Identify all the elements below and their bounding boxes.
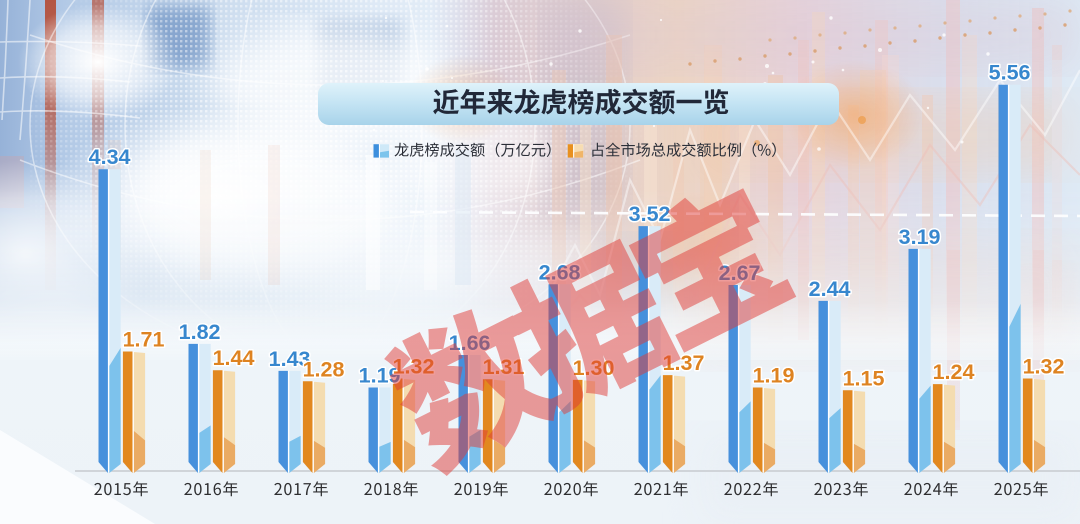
svg-text:1.43: 1.43	[269, 347, 311, 371]
svg-text:1.32: 1.32	[1023, 355, 1065, 379]
svg-text:1.82: 1.82	[179, 320, 221, 344]
svg-text:1.28: 1.28	[303, 357, 345, 381]
svg-text:1.15: 1.15	[843, 366, 885, 390]
svg-text:1.24: 1.24	[933, 360, 975, 384]
svg-text:4.34: 4.34	[89, 145, 131, 169]
svg-text:2.44: 2.44	[809, 277, 851, 301]
svg-text:3.19: 3.19	[899, 225, 941, 249]
svg-text:1.71: 1.71	[123, 328, 165, 352]
svg-text:1.44: 1.44	[213, 346, 255, 370]
svg-text:5.56: 5.56	[989, 61, 1031, 85]
svg-text:3.52: 3.52	[629, 202, 671, 226]
svg-text:1.19: 1.19	[753, 364, 795, 388]
